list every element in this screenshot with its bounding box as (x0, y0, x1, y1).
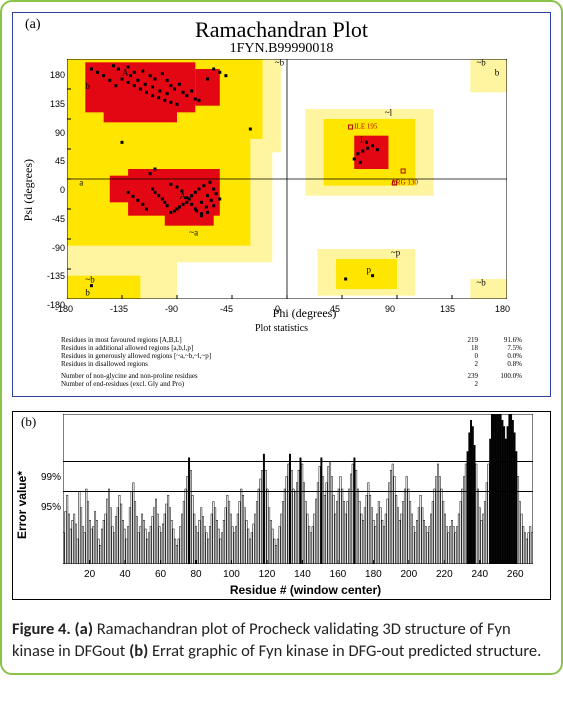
figure-caption: Figure 4. (a) Ramachandran plot of Proch… (12, 618, 551, 663)
svg-text:ARG 130: ARG 130 (391, 178, 419, 186)
errat-yticks: 95%99% (33, 431, 63, 581)
svg-text:p: p (366, 264, 371, 274)
svg-text:b: b (495, 68, 500, 78)
caption-a-tag: (a) (75, 619, 93, 639)
svg-text:b: b (85, 288, 90, 298)
rama-plot-area: Psi (degrees) 18013590450-45-90-135-180 … (21, 59, 542, 321)
svg-text:~b: ~b (476, 59, 486, 68)
caption-fig: Figure 4. (12, 619, 71, 639)
panel-a: (a) Ramachandran Plot 1FYN.B99990018 Psi… (12, 12, 551, 397)
svg-text:ILE 195: ILE 195 (354, 122, 378, 130)
svg-text:~l: ~l (385, 108, 393, 118)
panel-a-label: (a) (25, 17, 41, 33)
rama-title: Ramachandran Plot (21, 19, 542, 41)
rama-yticks: 18013590450-45-90-135-180 (39, 70, 67, 310)
errat-plot-area: Error value* 95%99% 20406080100120140160… (15, 414, 548, 597)
errat-xlabel: Residue # (window center) (63, 583, 548, 597)
svg-text:A: A (179, 191, 186, 201)
rama-subtitle: 1FYN.B99990018 (21, 41, 542, 57)
ramachandran-plot: A~bbb~b~llaA~a~bb~pp~bILE 195ARG 130 (67, 59, 507, 299)
svg-text:a: a (79, 178, 83, 188)
svg-text:~a: ~a (189, 228, 198, 238)
errat-xticks: 20406080100120140160180200220240260 (63, 569, 533, 581)
svg-text:~p: ~p (391, 248, 401, 258)
svg-text:~b: ~b (85, 274, 95, 284)
panel-b: (b) Error value* 95%99% 2040608010012014… (12, 411, 551, 600)
svg-text:~b: ~b (476, 278, 486, 288)
svg-text:~b: ~b (275, 59, 285, 68)
rama-ylabel: Psi (degrees) (21, 159, 39, 221)
svg-text:b: b (85, 81, 90, 91)
stats-table: Residues in most favoured regions [A,B,L… (61, 336, 522, 388)
caption-b-tag: (b) (129, 641, 148, 661)
stats-title: Plot statistics (21, 323, 542, 334)
rama-xlabel: Phi (degrees) (67, 306, 542, 321)
errat-bars (63, 414, 533, 564)
caption-b-text: Errat graphic of Fyn kinase in DFG-out p… (148, 641, 541, 661)
errat-ylabel: Error value* (15, 471, 33, 539)
panel-b-label: (b) (21, 414, 36, 430)
svg-text:A: A (122, 68, 129, 78)
figure-frame: (a) Ramachandran Plot 1FYN.B99990018 Psi… (0, 0, 563, 675)
